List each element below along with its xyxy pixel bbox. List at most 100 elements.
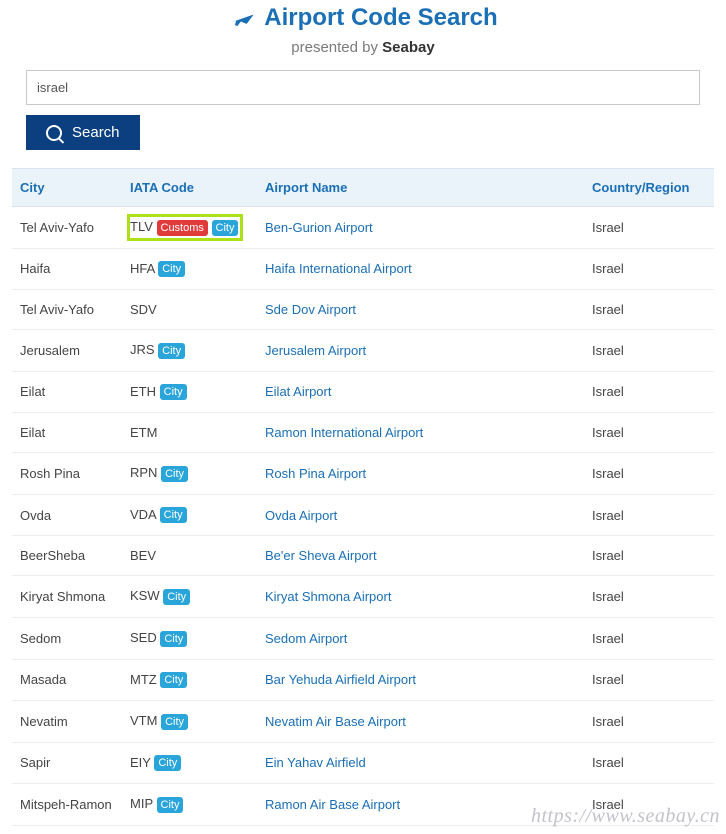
cell-region: Israel bbox=[584, 742, 714, 784]
cell-region: Israel bbox=[584, 576, 714, 618]
city-badge: City bbox=[160, 631, 187, 647]
table-row: Rosh PinaRPN CityRosh Pina AirportIsrael bbox=[12, 453, 714, 495]
table-row: JerusalemJRS City Jerusalem Airport Israel bbox=[12, 330, 714, 372]
cell-iata: SED City bbox=[122, 617, 257, 659]
cell-iata: VDA City bbox=[122, 494, 257, 536]
airport-link[interactable]: Rosh Pina Airport bbox=[265, 466, 366, 481]
airport-link[interactable]: Haifa International Airport bbox=[265, 261, 412, 276]
brand-name: Seabay bbox=[382, 39, 435, 56]
cell-iata: RPN City bbox=[122, 453, 257, 495]
cell-iata: MIP City bbox=[122, 784, 257, 826]
city-badge: City bbox=[160, 384, 187, 400]
airport-link[interactable]: Nevatim Air Base Airport bbox=[265, 714, 406, 729]
cell-region: Israel bbox=[584, 659, 714, 701]
cell-region: Israel bbox=[584, 453, 714, 495]
cell-airport-name: Sde Dov Airport bbox=[257, 290, 584, 330]
airport-link[interactable]: Kiryat Shmona Airport bbox=[265, 589, 391, 604]
cell-region: Israel bbox=[584, 617, 714, 659]
cell-airport-name: Eilat Airport bbox=[257, 371, 584, 413]
cell-city: Haifa bbox=[12, 248, 122, 290]
cell-iata: ETH City bbox=[122, 371, 257, 413]
city-badge: City bbox=[158, 261, 185, 277]
city-badge: City bbox=[157, 797, 184, 813]
cell-iata: KSW City bbox=[122, 576, 257, 618]
page-title: Airport Code Search bbox=[228, 4, 497, 32]
cell-city: Tel Aviv-Yafo bbox=[12, 290, 122, 330]
cell-airport-name: Be'er Sheva Airport bbox=[257, 536, 584, 576]
cell-iata: MTZ City bbox=[122, 659, 257, 701]
title-text: Airport Code Search bbox=[264, 4, 497, 32]
cell-region: Israel bbox=[584, 371, 714, 413]
cell-airport-name: Haifa International Airport bbox=[257, 248, 584, 290]
table-row: EilatETM Ramon International AirportIsra… bbox=[12, 413, 714, 453]
cell-region: Israel bbox=[584, 784, 714, 826]
airport-link[interactable]: Ben-Gurion Airport bbox=[265, 220, 373, 235]
cell-region: Israel bbox=[584, 290, 714, 330]
table-row: EilatETH City Eilat Airport Israel bbox=[12, 371, 714, 413]
table-row: MasadaMTZ City Bar Yehuda Airfield Airpor… bbox=[12, 659, 714, 701]
col-header-iata[interactable]: IATA Code bbox=[122, 169, 257, 207]
search-input[interactable] bbox=[26, 70, 700, 105]
city-badge: City bbox=[161, 466, 188, 482]
search-button[interactable]: Search bbox=[26, 115, 140, 150]
cell-city: Masada bbox=[12, 659, 122, 701]
cell-iata: HFA City bbox=[122, 248, 257, 290]
table-row: SapirEIY City Ein Yahav Airfield Israel bbox=[12, 742, 714, 784]
cell-region: Israel bbox=[584, 207, 714, 249]
city-badge: City bbox=[212, 220, 239, 236]
subtitle: presented by Seabay bbox=[12, 39, 714, 56]
airport-link[interactable]: Ovda Airport bbox=[265, 508, 337, 523]
cell-iata: SDV bbox=[122, 290, 257, 330]
table-row: Kiryat ShmonaKSW City Kiryat Shmona Airpo… bbox=[12, 576, 714, 618]
col-header-region[interactable]: Country/Region bbox=[584, 169, 714, 207]
airport-link[interactable]: Bar Yehuda Airfield Airport bbox=[265, 672, 416, 687]
table-header-row: City IATA Code Airport Name Country/Regi… bbox=[12, 169, 714, 207]
col-header-city[interactable]: City bbox=[12, 169, 122, 207]
airport-link[interactable]: Be'er Sheva Airport bbox=[265, 548, 377, 563]
highlighted-iata: TLV Customs City bbox=[127, 214, 243, 241]
table-row: HaifaHFA City Haifa International Airport… bbox=[12, 248, 714, 290]
cell-region: Israel bbox=[584, 330, 714, 372]
airport-link[interactable]: Sde Dov Airport bbox=[265, 302, 356, 317]
page-header: Airport Code Search presented by Seabay bbox=[12, 0, 714, 58]
table-row: Tel Aviv-YafoSDV Sde Dov Airport Israel bbox=[12, 290, 714, 330]
airport-link[interactable]: Jerusalem Airport bbox=[265, 343, 366, 358]
airport-link[interactable]: Ramon Air Base Airport bbox=[265, 797, 400, 812]
cell-iata: JRS City bbox=[122, 330, 257, 372]
cell-city: Ovda bbox=[12, 494, 122, 536]
cell-city: Eilat bbox=[12, 371, 122, 413]
table-row: Tel Aviv-YafoTLV Customs City Ben-Gurion … bbox=[12, 207, 714, 249]
airport-link[interactable]: Ein Yahav Airfield bbox=[265, 755, 366, 770]
cell-iata: EIY City bbox=[122, 742, 257, 784]
city-badge: City bbox=[161, 714, 188, 730]
search-icon bbox=[46, 125, 62, 141]
cell-airport-name: Bar Yehuda Airfield Airport bbox=[257, 659, 584, 701]
cell-iata: TLV Customs City bbox=[122, 207, 257, 249]
cell-region: Israel bbox=[584, 248, 714, 290]
customs-badge: Customs bbox=[157, 220, 208, 236]
cell-city: Tel Aviv-Yafo bbox=[12, 207, 122, 249]
airport-link[interactable]: Eilat Airport bbox=[265, 384, 331, 399]
cell-region: Israel bbox=[584, 536, 714, 576]
cell-city: Kiryat Shmona bbox=[12, 576, 122, 618]
search-button-label: Search bbox=[72, 124, 120, 141]
results-table: City IATA Code Airport Name Country/Regi… bbox=[12, 168, 714, 826]
airport-link[interactable]: Sedom Airport bbox=[265, 631, 347, 646]
airplane-icon bbox=[228, 4, 256, 32]
presented-by-label: presented by bbox=[291, 39, 378, 56]
table-row: Mitspeh-RamonMIP City Ramon Air Base Airp… bbox=[12, 784, 714, 826]
cell-city: Jerusalem bbox=[12, 330, 122, 372]
cell-airport-name: Ramon International Airport bbox=[257, 413, 584, 453]
table-row: OvdaVDA CityOvda AirportIsrael bbox=[12, 494, 714, 536]
airport-link[interactable]: Ramon International Airport bbox=[265, 425, 423, 440]
cell-airport-name: Kiryat Shmona Airport bbox=[257, 576, 584, 618]
cell-city: Mitspeh-Ramon bbox=[12, 784, 122, 826]
search-form: Search bbox=[12, 58, 714, 154]
city-badge: City bbox=[160, 507, 187, 523]
col-header-name[interactable]: Airport Name bbox=[257, 169, 584, 207]
cell-city: Sapir bbox=[12, 742, 122, 784]
cell-iata: ETM bbox=[122, 413, 257, 453]
cell-airport-name: Ein Yahav Airfield bbox=[257, 742, 584, 784]
city-badge: City bbox=[158, 343, 185, 359]
table-row: SedomSED CitySedom AirportIsrael bbox=[12, 617, 714, 659]
